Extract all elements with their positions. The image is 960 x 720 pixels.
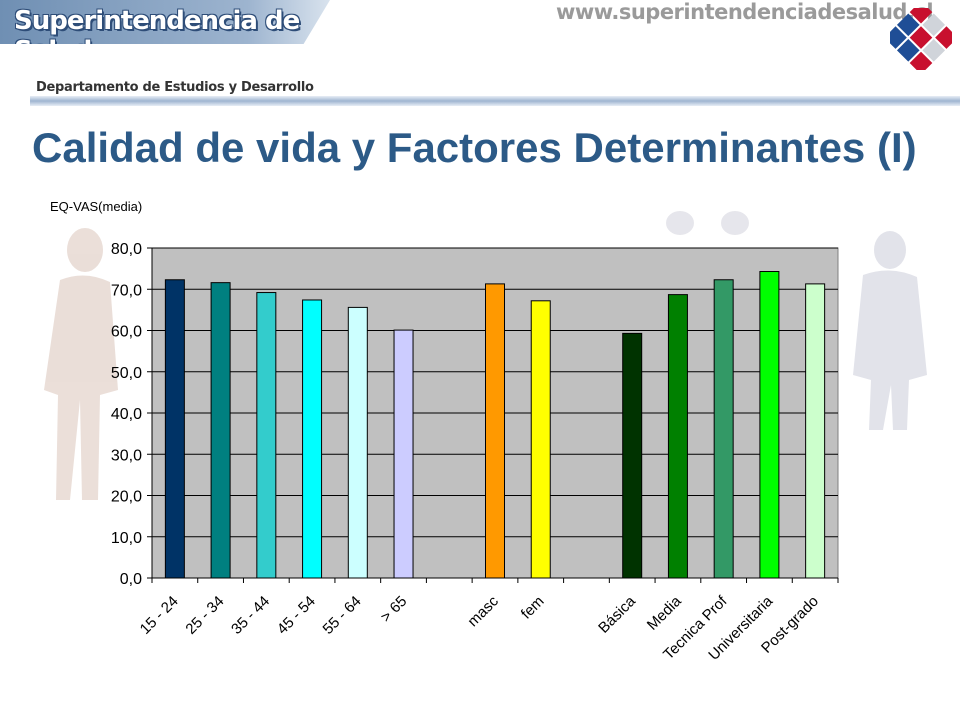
bar — [805, 283, 826, 579]
y-tick-label: 80,0 — [111, 241, 142, 258]
slide-title: Calidad de vida y Factores Determinantes… — [32, 124, 917, 171]
bar — [667, 294, 688, 579]
header-divider — [30, 96, 960, 106]
bar — [622, 332, 643, 579]
bar — [347, 306, 368, 579]
y-tick-label: 40,0 — [111, 406, 142, 423]
x-tick-label: Media — [644, 592, 685, 633]
cube-grid-logo-icon — [890, 8, 952, 70]
x-tick-label: 15 - 24 — [137, 593, 182, 638]
y-tick-label: 60,0 — [111, 324, 142, 341]
background-person-right-icon — [853, 231, 927, 430]
site-url-link[interactable]: www.superintendenciadesalud.cl — [556, 0, 934, 24]
x-tick-label: 55 - 64 — [320, 593, 365, 638]
y-tick-label: 30,0 — [111, 447, 142, 464]
brand-banner: Superintendencia de Salud — [0, 0, 330, 44]
bar — [485, 283, 505, 579]
x-tick-label: fem — [518, 593, 548, 623]
y-tick-label: 20,0 — [111, 489, 142, 506]
bar — [393, 329, 414, 579]
y-tick-label: 0,0 — [120, 571, 142, 588]
x-tick-label: 35 - 44 — [228, 593, 273, 638]
bar — [256, 292, 277, 579]
brand-title: Superintendencia de Salud — [14, 6, 300, 66]
department-label: Departamento de Estudios y Desarrollo — [36, 80, 314, 95]
background-person-center-icon — [666, 211, 749, 235]
y-tick-label: 50,0 — [111, 365, 142, 382]
background-person-left-icon — [44, 228, 118, 500]
x-tick-label: masc — [464, 592, 502, 630]
x-tick-label: Básica — [595, 592, 639, 636]
y-tick-label: 70,0 — [111, 282, 142, 299]
bar — [210, 282, 231, 579]
bar — [530, 300, 551, 579]
x-tick-label: 25 - 34 — [182, 593, 227, 638]
bar — [164, 279, 185, 579]
x-tick-label: 45 - 54 — [274, 593, 319, 638]
x-tick-label: > 65 — [377, 593, 410, 626]
bar — [302, 299, 323, 579]
y-axis-label: EQ-VAS(media) — [50, 199, 143, 214]
bar — [713, 279, 734, 579]
y-tick-label: 10,0 — [111, 530, 142, 547]
bar — [759, 271, 780, 579]
